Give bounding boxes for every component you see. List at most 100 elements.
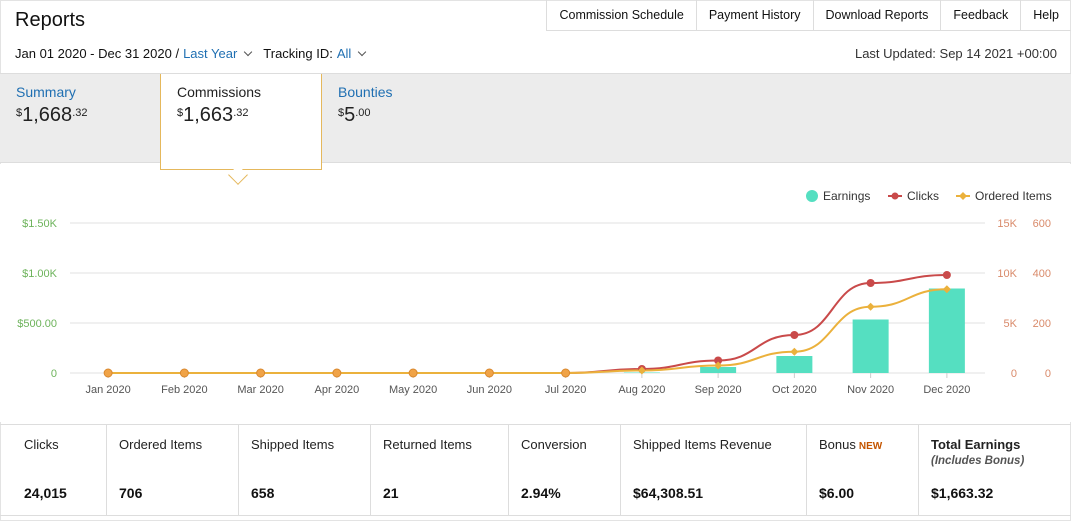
stat-total-earnings-sub: (Includes Bonus) bbox=[931, 455, 1025, 467]
x-axis-tick-label: Jan 2020 bbox=[85, 384, 130, 396]
x-axis-tick-label: May 2020 bbox=[389, 384, 437, 396]
stat-conversion: Conversion 2.94% bbox=[509, 425, 621, 515]
legend-ordered-items-label: Ordered Items bbox=[975, 189, 1052, 203]
ordered-items-point bbox=[866, 302, 875, 311]
ordered-items-axis-tick: 400 bbox=[1033, 268, 1051, 280]
stat-clicks-label: Clicks bbox=[24, 437, 59, 452]
tab-commissions[interactable]: Commissions $1,663.32 bbox=[160, 74, 322, 170]
earnings-bar bbox=[776, 356, 813, 373]
earnings-axis-tick: $1.00K bbox=[22, 268, 58, 280]
stat-bonus-label: Bonus NEW bbox=[819, 437, 883, 452]
tab-bounties[interactable]: Bounties $5.00 bbox=[322, 74, 408, 163]
stat-shipped-revenue-label: Shipped Items Revenue bbox=[633, 437, 772, 452]
ordered-items-point bbox=[484, 368, 494, 378]
clicks-point bbox=[790, 331, 799, 339]
tab-commissions-label: Commissions bbox=[177, 84, 262, 100]
tab-bounties-label: Bounties bbox=[338, 84, 393, 100]
chevron-down-icon[interactable] bbox=[358, 47, 367, 57]
ordered-items-axis-tick: 200 bbox=[1033, 318, 1051, 330]
legend-clicks-swatch-dot bbox=[891, 192, 899, 200]
stat-total-earnings-label: Total Earnings bbox=[931, 437, 1021, 452]
stat-returned-items-value: 21 bbox=[383, 485, 399, 501]
stat-shipped-items-label: Shipped Items bbox=[251, 437, 335, 452]
ordered-items-line bbox=[108, 288, 947, 374]
ordered-items-point bbox=[561, 368, 571, 378]
stat-total-earnings: Total Earnings (Includes Bonus) $1,663.3… bbox=[919, 425, 1071, 515]
earnings-axis-tick: $500.00 bbox=[17, 318, 57, 330]
earnings-bar bbox=[852, 319, 889, 373]
x-axis-tick-label: Sep 2020 bbox=[695, 384, 742, 396]
stat-shipped-revenue: Shipped Items Revenue $64,308.51 bbox=[621, 425, 807, 515]
stat-ordered-items-label: Ordered Items bbox=[119, 437, 203, 452]
clicks-point bbox=[714, 356, 723, 365]
chevron-down-icon[interactable] bbox=[244, 47, 253, 57]
earnings-axis-tick: $1.50K bbox=[22, 218, 58, 230]
date-range-text: Jan 01 2020 - Dec 31 2020 / bbox=[15, 46, 180, 61]
legend-clicks-label: Clicks bbox=[907, 189, 939, 203]
nav-feedback[interactable]: Feedback bbox=[941, 0, 1022, 30]
earnings-bar bbox=[928, 288, 965, 373]
clicks-point bbox=[866, 279, 875, 287]
earnings-axis-tick: 0 bbox=[51, 368, 57, 380]
ordered-items-point bbox=[179, 368, 189, 378]
stat-shipped-items-value: 658 bbox=[251, 485, 275, 501]
report-filters: Jan 01 2020 - Dec 31 2020 / Last Year Tr… bbox=[15, 46, 369, 61]
ordered-items-point bbox=[714, 361, 723, 370]
ordered-items-point bbox=[332, 368, 342, 378]
ordered-items-axis-tick: 0 bbox=[1045, 368, 1051, 380]
top-navigation: Commission Schedule Payment History Down… bbox=[546, 0, 1071, 31]
legend-earnings-label: Earnings bbox=[823, 189, 870, 203]
legend-ordered-items-swatch-diamond bbox=[959, 192, 967, 200]
x-axis-tick-label: Aug 2020 bbox=[618, 384, 665, 396]
tab-summary[interactable]: Summary $1,668.32 bbox=[0, 74, 103, 163]
nav-payment-history[interactable]: Payment History bbox=[697, 0, 814, 30]
ordered-items-point bbox=[942, 285, 951, 294]
tab-commissions-amount: $1,663.32 bbox=[177, 104, 249, 126]
ordered-items-point bbox=[256, 368, 266, 378]
stat-bonus: Bonus NEW $6.00 bbox=[807, 425, 919, 515]
new-badge: NEW bbox=[858, 441, 883, 452]
x-axis-tick-label: Jul 2020 bbox=[545, 384, 587, 396]
ordered-items-point bbox=[790, 347, 799, 356]
stat-conversion-value: 2.94% bbox=[521, 485, 561, 501]
nav-commission-schedule[interactable]: Commission Schedule bbox=[547, 0, 697, 30]
stats-bar: Clicks 24,015 Ordered Items 706 Shipped … bbox=[0, 424, 1071, 516]
x-axis-tick-label: Oct 2020 bbox=[772, 384, 817, 396]
clicks-axis-tick: 10K bbox=[997, 268, 1017, 280]
nav-download-reports[interactable]: Download Reports bbox=[814, 0, 942, 30]
clicks-axis-tick: 0 bbox=[1011, 368, 1017, 380]
x-axis-tick-label: Nov 2020 bbox=[847, 384, 894, 396]
stat-bonus-value: $6.00 bbox=[819, 485, 855, 501]
clicks-axis-tick: 5K bbox=[1004, 318, 1018, 330]
stat-shipped-items: Shipped Items 658 bbox=[239, 425, 371, 515]
stat-returned-items: Returned Items 21 bbox=[371, 425, 509, 515]
tab-summary-amount: $1,668.32 bbox=[16, 104, 88, 126]
tracking-id-dropdown[interactable]: All bbox=[336, 46, 352, 61]
chart-svg: 0 0 0 $500.00 5K 200 $1.00K 10K 400 $1.50K 15K 600 J… bbox=[17, 189, 1052, 396]
stat-clicks-value: 24,015 bbox=[24, 485, 67, 501]
nav-help[interactable]: Help bbox=[1033, 8, 1059, 22]
ordered-items-axis-tick: 600 bbox=[1033, 218, 1051, 230]
stat-ordered-items: Ordered Items 706 bbox=[107, 425, 239, 515]
page-title: Reports bbox=[15, 9, 86, 31]
last-updated-text: Last Updated: Sep 14 2021 +00:00 bbox=[854, 46, 1057, 61]
clicks-point bbox=[942, 271, 951, 279]
ordered-items-point bbox=[103, 368, 113, 378]
clicks-axis-tick: 15K bbox=[997, 218, 1017, 230]
tab-bounties-amount: $5.00 bbox=[338, 104, 371, 126]
ordered-items-point bbox=[408, 368, 418, 378]
period-dropdown[interactable]: Last Year bbox=[183, 46, 238, 61]
stat-conversion-label: Conversion bbox=[521, 437, 587, 452]
x-axis-tick-label: Mar 2020 bbox=[237, 384, 283, 396]
legend-earnings-swatch bbox=[806, 190, 818, 202]
commissions-chart: 0 0 0 $500.00 5K 200 $1.00K 10K 400 $1.50K 15K 600 J… bbox=[0, 164, 1071, 422]
summary-tabs: Summary $1,668.32 Commissions $1,663.32 … bbox=[0, 73, 1071, 170]
tab-summary-label: Summary bbox=[16, 84, 76, 100]
x-axis-tick-label: Dec 2020 bbox=[923, 384, 970, 396]
x-axis-tick-label: Jun 2020 bbox=[467, 384, 512, 396]
x-axis-tick-label: Feb 2020 bbox=[161, 384, 207, 396]
x-axis-tick-label: Apr 2020 bbox=[315, 384, 360, 396]
earnings-bar bbox=[700, 367, 737, 373]
ordered-items-point bbox=[637, 366, 646, 375]
stat-shipped-revenue-value: $64,308.51 bbox=[633, 485, 704, 501]
